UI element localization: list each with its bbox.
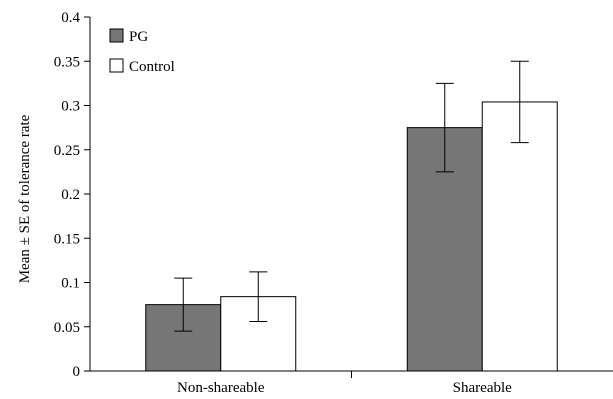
legend-swatch-pg [109, 28, 124, 43]
bars-layer [145, 101, 558, 372]
y-tick-label: 0 [73, 364, 81, 380]
x-category-label: Non-shareable [177, 380, 265, 396]
x-axis-categories: Non-shareable Shareable [177, 371, 512, 396]
y-tick-label: 0.35 [54, 54, 80, 70]
y-tick-label: 0.3 [61, 99, 80, 115]
y-tick-label: 0.05 [54, 320, 80, 336]
legend-label-pg: PG [129, 29, 148, 45]
y-axis-title: Mean ± SE of tolerance rate [17, 114, 33, 283]
legend: PG Control [109, 28, 175, 75]
y-tick-label: 0.4 [61, 10, 80, 26]
y-tick-label: 0.2 [61, 187, 80, 203]
y-tick-label: 0.1 [61, 276, 80, 292]
y-tick-label: 0.25 [54, 143, 80, 159]
y-tick-label: 0.15 [54, 231, 80, 247]
x-category-label: Shareable [453, 380, 512, 396]
error-bars-layer [174, 60, 529, 332]
legend-label-control: Control [129, 59, 175, 75]
y-axis-ticks: 0 0.05 0.1 0.15 0.2 0.25 0.3 0.35 0.4 [54, 10, 90, 380]
legend-swatch-control [109, 58, 124, 73]
